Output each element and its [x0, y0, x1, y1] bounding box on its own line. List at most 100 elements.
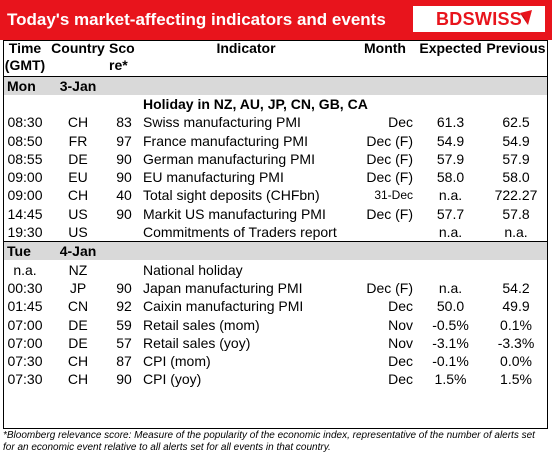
- country-cell: DE: [68, 150, 88, 167]
- country-cell: JP: [69, 279, 87, 296]
- expected-cell: -0.1%: [432, 353, 469, 370]
- score-cell: 40: [116, 187, 132, 204]
- country-cell: CH: [67, 371, 89, 388]
- day-row-filler: [109, 75, 548, 95]
- day-date: 4-Jan: [47, 241, 109, 261]
- day-row: Tue 4-Jan: [3, 241, 548, 261]
- table-row: 08:50 FR 97 France manufacturing PMI Dec (F)…: [3, 131, 548, 149]
- score-cell: 90: [116, 150, 132, 167]
- month-cell: Dec: [388, 371, 413, 388]
- time-cell: 00:30: [7, 279, 43, 296]
- table-row: 00:30 JP 90 Japan manufacturing PMI Dec (F) n…: [3, 279, 548, 297]
- indicator-cell: Commitments of Traders report: [143, 224, 337, 241]
- month-cell: Dec: [388, 353, 413, 370]
- indicator-cell: France manufacturing PMI: [143, 132, 308, 149]
- table-row: 07:30 CH 87 CPI (mom) Dec -0.1% 0.0%: [3, 352, 548, 370]
- score-cell: 97: [116, 132, 132, 149]
- country-cell: CH: [67, 187, 89, 204]
- time-cell: 07:30: [7, 353, 43, 370]
- table-row: 01:45 CN 92 Caixin manufacturing PMI Dec 50.0…: [3, 297, 548, 315]
- time-cell: 07:00: [7, 334, 43, 351]
- expected-cell: 57.9: [436, 150, 465, 167]
- table-row: 09:00 EU 90 EU manufacturing PMI Dec (F) 58.0…: [3, 168, 548, 186]
- day-row-filler: [109, 241, 548, 261]
- footnote: *Bloomberg relevance score: Measure of t…: [3, 430, 535, 453]
- time-cell: 14:45: [7, 205, 43, 222]
- month-cell: Dec (F): [366, 150, 413, 167]
- expected-cell: [417, 95, 484, 113]
- previous-cell: 54.2: [502, 279, 530, 296]
- time-cell: [3, 95, 47, 113]
- previous-cell: 57.8: [502, 205, 530, 222]
- country-cell: NZ: [68, 261, 88, 278]
- table-row: 07:30 CH 90 CPI (yoy) Dec 1.5% 1.5%: [3, 370, 548, 388]
- expected-cell: 54.9: [436, 132, 465, 149]
- month-cell: Dec: [388, 114, 413, 131]
- month-cell: Dec (F): [366, 279, 413, 296]
- expected-cell: n.a.: [438, 224, 463, 241]
- previous-cell: 57.9: [502, 150, 530, 167]
- indicator-cell: Caixin manufacturing PMI: [143, 298, 304, 315]
- score-cell: [109, 95, 139, 113]
- indicator-cell: Retail sales (mom): [143, 316, 260, 333]
- indicators-table: Time (GMT) Country Sco re* Indicator Month…: [3, 40, 548, 389]
- column-header-score: Sco re*: [109, 40, 135, 73]
- score-cell: [109, 223, 139, 242]
- score-cell: 90: [116, 205, 132, 222]
- table-row: 08:30 CH 83 Swiss manufacturing PMI Dec 61.3 6…: [3, 113, 548, 131]
- indicator-cell: National holiday: [143, 261, 243, 278]
- table-row: n.a. NZ National holiday: [3, 260, 548, 278]
- time-cell: 07:30: [7, 371, 43, 388]
- time-cell: 07:00: [7, 316, 43, 333]
- time-cell: 09:00: [7, 187, 43, 204]
- day-name: Tue: [3, 241, 47, 261]
- month-cell: Dec (F): [366, 169, 413, 186]
- indicator-cell: CPI (yoy): [143, 371, 202, 388]
- previous-cell: 1.5%: [500, 371, 532, 388]
- previous-cell: [484, 260, 548, 278]
- time-cell: 19:30: [7, 224, 43, 241]
- day-name: Mon: [3, 75, 47, 95]
- country-cell: CH: [67, 114, 89, 131]
- previous-cell: 62.5: [502, 114, 530, 131]
- indicator-cell: German manufacturing PMI: [143, 150, 315, 167]
- column-header-time: Time (GMT): [4, 40, 46, 73]
- indicator-cell: Retail sales (yoy): [143, 334, 251, 351]
- expected-cell: 1.5%: [434, 371, 467, 388]
- table-header-row: Time (GMT) Country Sco re* Indicator Month…: [3, 40, 548, 76]
- previous-cell: 49.9: [502, 298, 530, 315]
- expected-cell: n.a.: [438, 279, 463, 296]
- page-header: Today's market-affecting indicators and …: [0, 0, 552, 40]
- indicator-cell: Swiss manufacturing PMI: [143, 114, 301, 131]
- previous-cell: -3.3%: [497, 334, 535, 351]
- table-row: 07:00 DE 57 Retail sales (yoy) Nov -3.1% -3.3%: [3, 334, 548, 352]
- score-cell: 90: [116, 279, 132, 296]
- country-cell: US: [68, 224, 88, 241]
- country-cell: FR: [68, 132, 88, 149]
- previous-cell: 722.27: [494, 187, 538, 204]
- column-header-month: Month: [364, 40, 406, 56]
- country-cell: CH: [67, 353, 89, 370]
- score-cell: 90: [116, 371, 132, 388]
- indicator-cell: Markit US manufacturing PMI: [143, 205, 326, 222]
- indicator-cell: Holiday in NZ, AU, JP, CN, GB, CA: [143, 95, 368, 112]
- column-header-indicator: Indicator: [216, 40, 276, 56]
- expected-cell: 50.0: [436, 298, 465, 315]
- month-cell: Dec (F): [366, 132, 413, 149]
- score-cell: [109, 260, 139, 278]
- time-cell: 09:00: [7, 169, 43, 186]
- table-row: 08:55 DE 90 German manufacturing PMI Dec (F)…: [3, 150, 548, 168]
- expected-cell: -0.5%: [432, 316, 469, 333]
- month-cell: [353, 223, 417, 242]
- expected-cell: 58.0: [436, 169, 465, 186]
- previous-cell: n.a.: [504, 224, 528, 241]
- expected-cell: 61.3: [436, 114, 465, 131]
- column-header-previous: Previous: [486, 40, 546, 56]
- previous-cell: 0.0%: [500, 353, 532, 370]
- indicator-cell: Japan manufacturing PMI: [143, 279, 303, 296]
- expected-cell: [417, 260, 484, 278]
- country-cell: EU: [68, 169, 88, 186]
- time-cell: 08:55: [7, 150, 43, 167]
- time-cell: 08:50: [7, 132, 43, 149]
- score-cell: 59: [116, 316, 132, 333]
